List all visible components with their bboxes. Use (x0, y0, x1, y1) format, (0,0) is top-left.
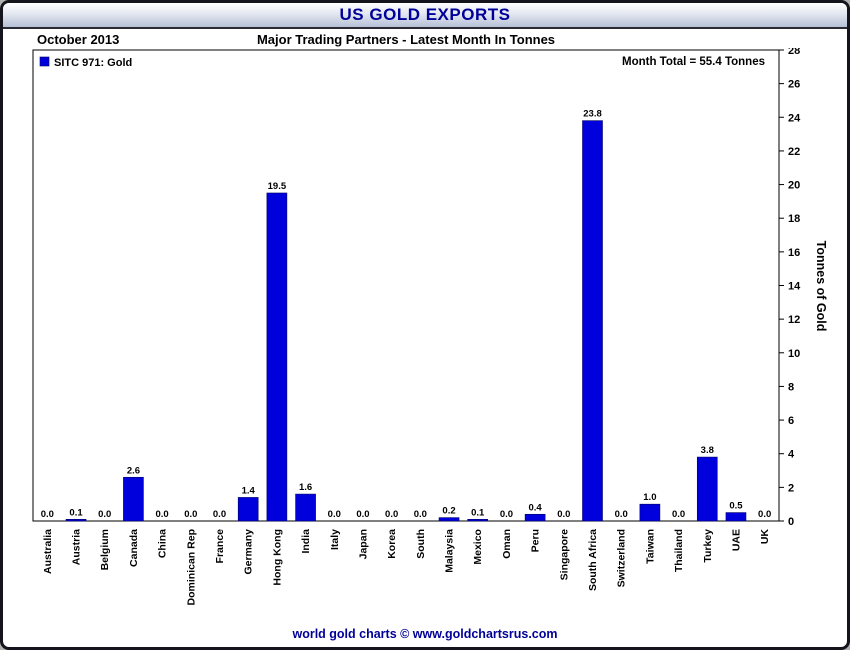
x-category-label: China (157, 529, 169, 558)
y-tick-label: 2 (788, 482, 794, 494)
bar-value-label: 23.8 (583, 109, 602, 120)
bar (696, 456, 718, 522)
x-category-label: France (214, 529, 226, 564)
bars-group (65, 120, 747, 522)
y-tick-label: 6 (788, 415, 794, 427)
x-category-label: UK (759, 529, 771, 545)
bar-value-label: 0.0 (184, 509, 197, 520)
plot-area (32, 49, 780, 522)
x-category-label: Austria (71, 529, 83, 565)
category-labels-group: Australia Austria Belgium Canada China Domini… (42, 529, 771, 606)
x-category-label: Dominican Rep (185, 529, 197, 605)
bar-value-label: 0.1 (69, 507, 83, 518)
bar-value-label: 0.0 (328, 509, 341, 520)
x-category-label: Peru (530, 529, 542, 552)
bar-value-label: 0.0 (213, 509, 226, 520)
y-tick-label: 20 (788, 180, 800, 192)
bar (582, 120, 603, 522)
x-category-label: Canada (128, 529, 140, 567)
bar-value-label: 0.0 (41, 509, 54, 520)
bar (467, 519, 489, 522)
x-category-label: India (300, 529, 312, 554)
bar-value-label: 0.0 (758, 509, 771, 520)
bar-value-label: 1.6 (299, 482, 312, 493)
bar-value-label: 0.0 (557, 509, 570, 520)
month-total-annotation: Month Total = 55.4 Tonnes (622, 56, 765, 68)
y-tick-label: 18 (788, 213, 800, 225)
footer-credit: world gold charts © www.goldchartsrus.co… (292, 627, 558, 641)
bar (295, 493, 316, 522)
bar-value-label: 0.0 (98, 509, 111, 520)
x-category-label: Oman (501, 529, 513, 559)
bar-value-label: 0.0 (156, 509, 169, 520)
x-category-label: Turkey (702, 529, 714, 563)
x-category-label: Switzerland (616, 529, 628, 587)
y-tick-label: 8 (788, 381, 794, 393)
x-category-label: South Africa (587, 529, 599, 591)
bar (524, 513, 546, 522)
bar-value-label: 0.0 (615, 509, 628, 520)
x-category-label: Malaysia (444, 529, 456, 573)
x-category-label: Japan (357, 529, 369, 559)
x-category-label: South (415, 529, 427, 559)
y-tick-label: 14 (788, 281, 801, 293)
x-category-label: Australia (42, 529, 54, 574)
bar-value-label: 0.1 (471, 507, 485, 518)
bar (725, 512, 747, 522)
bar-value-label: 1.0 (643, 492, 656, 503)
bar-value-label: 19.5 (268, 181, 287, 192)
y-tick-label: 16 (788, 247, 800, 259)
x-category-label: Mexico (472, 529, 484, 565)
bar-value-label: 1.4 (242, 485, 256, 496)
bar-value-label: 0.0 (672, 509, 685, 520)
value-labels-group: 0.0 0.1 0.0 2.6 0.0 0.0 0.0 1.4 19.5 1.6 0.0 0.0 0.0… (41, 109, 772, 520)
y-tick-label: 28 (788, 48, 800, 57)
bar-value-label: 0.0 (500, 509, 513, 520)
y-tick-label: 10 (788, 348, 800, 360)
bar-value-label: 0.0 (356, 509, 369, 520)
bar-value-label: 0.2 (442, 506, 455, 517)
bar (639, 503, 661, 522)
y-axis-title: Tonnes of Gold (814, 241, 828, 332)
bar (123, 476, 144, 522)
x-category-label: Belgium (99, 529, 111, 570)
bar (266, 192, 288, 522)
y-tick-label: 12 (788, 314, 800, 326)
x-category-label: Italy (329, 529, 341, 550)
x-category-label: Hong Kong (271, 529, 283, 586)
legend-swatch (39, 56, 50, 67)
title-bar: US GOLD EXPORTS (3, 3, 847, 29)
x-category-label: Thailand (673, 529, 685, 572)
bar-value-label: 0.0 (385, 509, 398, 520)
bar (65, 519, 87, 522)
y-tick-label: 22 (788, 146, 800, 158)
window-title: US GOLD EXPORTS (339, 5, 511, 24)
bar-value-label: 0.4 (529, 502, 543, 513)
x-category-label: Singapore (558, 529, 570, 581)
bar-value-label: 2.6 (127, 465, 140, 476)
x-category-label: Taiwan (644, 529, 656, 564)
bar-value-label: 3.8 (701, 445, 714, 456)
bar-value-label: 0.0 (414, 509, 427, 520)
y-tick-label: 0 (788, 516, 794, 528)
bar-value-label: 0.5 (729, 501, 743, 512)
x-category-label: UAE (730, 529, 742, 551)
bar (237, 497, 259, 522)
y-tick-label: 26 (788, 79, 800, 91)
bar-chart: 0.0 0.1 0.0 2.6 0.0 0.0 0.0 1.4 19.5 1.6 0.0 0.0 0.0… (32, 48, 828, 606)
bar (438, 517, 460, 522)
x-category-label: Korea (386, 529, 398, 559)
x-category-label: Germany (243, 529, 255, 575)
legend-label: SITC 971: Gold (54, 57, 132, 69)
y-tick-label: 4 (788, 449, 795, 461)
chart-period-label: October 2013 (37, 32, 120, 47)
y-tick-label: 24 (788, 112, 801, 124)
chart-subtitle: Major Trading Partners - Latest Month In… (256, 32, 556, 47)
